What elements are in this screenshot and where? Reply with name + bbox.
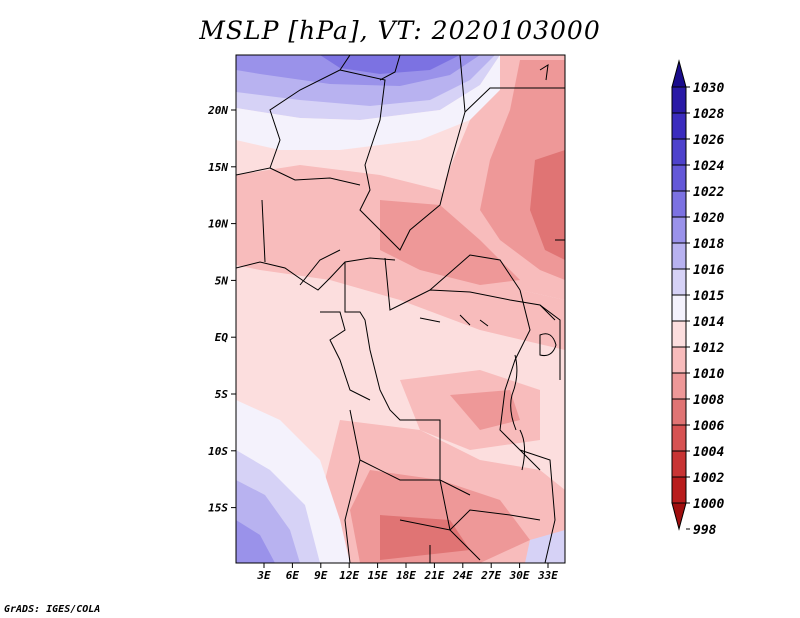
lon-label: 6E (286, 569, 300, 582)
colorbar-label: 1016 (693, 263, 724, 278)
colorbar-segment (671, 242, 687, 270)
colorbar-segment (671, 346, 687, 374)
lat-label: 10S (208, 445, 228, 458)
colorbar-label: 1030 (693, 81, 724, 96)
lon-label: 18E (396, 569, 416, 582)
colorbar-label: 1014 (693, 315, 724, 330)
colorbar-label: 1000 (693, 497, 724, 512)
colorbar-bottom-arrow (671, 502, 687, 531)
lon-label: 3E (256, 569, 271, 582)
colorbar-segment (671, 190, 687, 218)
lon-label: 15E (368, 569, 388, 582)
map-title: MSLP [hPa], VT: 2020103000 (199, 16, 601, 45)
colorbar-label: 998 (693, 523, 717, 538)
colorbar-segment (671, 294, 687, 322)
colorbar-segment (671, 398, 687, 426)
lat-label: 20N (207, 104, 228, 117)
lat-label: 5N (215, 274, 229, 287)
grads-credit: GrADS: IGES/COLA (4, 604, 101, 615)
colorbar-segment (671, 424, 687, 452)
colorbar-segment (671, 268, 687, 296)
colorbar-segment (671, 164, 687, 192)
colorbar-segment (671, 450, 687, 478)
lon-label: 9E (314, 569, 328, 582)
colorbar-label: 1020 (693, 211, 724, 226)
lon-label: 30E (509, 569, 530, 582)
lon-label: 27E (480, 569, 501, 582)
lat-label: 15N (208, 161, 228, 174)
colorbar-segment (671, 320, 687, 348)
colorbar-label: 1022 (693, 185, 724, 200)
colorbar-label: 1012 (693, 341, 724, 356)
colorbar-segment (671, 86, 687, 114)
colorbar-label: 1024 (693, 159, 724, 174)
colorbar-label: 1028 (693, 107, 724, 122)
colorbar-label: 1018 (693, 237, 724, 252)
colorbar-label: 1026 (693, 133, 724, 148)
lat-label: 15S (208, 502, 228, 515)
colorbar-segment (671, 112, 687, 140)
pressure-field (236, 55, 565, 563)
colorbar: 1030 1028 1026 1024 1022 1020 1018 1016 1015 1014… (671, 59, 724, 538)
longitude-axis: 3E 6E 9E 12E 15E 18E 21E 24E 27E 30E 33E (256, 563, 558, 582)
colorbar-segment (671, 216, 687, 244)
colorbar-label: 1006 (693, 419, 724, 434)
colorbar-segment (671, 476, 687, 504)
lon-label: 21E (423, 569, 444, 582)
lat-label: EQ (215, 331, 229, 344)
lon-label: 33E (537, 569, 558, 582)
colorbar-label: 1010 (693, 367, 724, 382)
colorbar-label: 1004 (693, 445, 724, 460)
map-frame (235, 54, 566, 564)
latitude-axis: 20N 15N 10N 5N EQ 5S 10S 15S (207, 104, 236, 515)
colorbar-segment (671, 372, 687, 400)
colorbar-top-arrow (671, 59, 687, 88)
country-borders (236, 55, 565, 563)
colorbar-label: 1015 (693, 289, 724, 304)
lon-label: 12E (339, 569, 359, 582)
colorbar-segment (671, 138, 687, 166)
colorbar-label: 1008 (693, 393, 724, 408)
lat-label: 5S (215, 388, 229, 401)
colorbar-label: 1002 (693, 471, 724, 486)
lon-label: 24E (452, 569, 473, 582)
lakes (419, 64, 557, 471)
lat-label: 10N (208, 218, 228, 231)
